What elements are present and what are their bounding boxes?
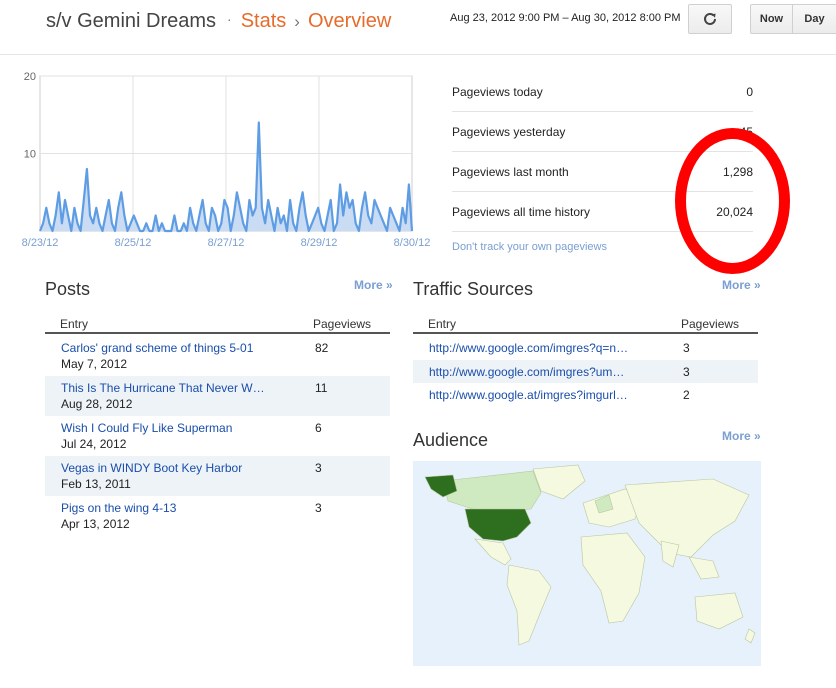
traffic-pageviews: 3 xyxy=(683,341,690,355)
chart-x-tick-label: 8/30/12 xyxy=(394,237,431,249)
traffic-more-link[interactable]: More » xyxy=(722,278,761,292)
world-map-icon xyxy=(424,464,756,646)
stat-row-today: Pageviews today 0 xyxy=(452,72,753,112)
date-range: Aug 23, 2012 9:00 PM – Aug 30, 2012 8:00… xyxy=(450,12,681,24)
traffic-pageviews: 3 xyxy=(683,365,690,379)
audience-world-map[interactable] xyxy=(413,461,761,666)
audience-title: Audience xyxy=(413,430,489,450)
post-date: Jul 24, 2012 xyxy=(61,437,127,451)
post-date: Apr 13, 2012 xyxy=(61,517,130,531)
breadcrumb-separator: · xyxy=(227,11,232,27)
table-row: This Is The Hurricane That Never W… Aug … xyxy=(45,376,390,416)
post-pageviews: 82 xyxy=(315,341,329,355)
chart-area xyxy=(40,122,412,231)
traffic-pageviews: 2 xyxy=(683,388,690,402)
posts-title: Posts xyxy=(45,279,91,299)
table-row: Pigs on the wing 4-13 Apr 13, 2012 3 xyxy=(45,496,390,536)
post-date: May 7, 2012 xyxy=(61,357,128,371)
post-link[interactable]: This Is The Hurricane That Never W… xyxy=(61,381,265,395)
col-entry: Entry xyxy=(428,317,457,331)
col-entry: Entry xyxy=(60,317,89,331)
chart-y-tick-label: 20 xyxy=(24,71,36,83)
post-date: Feb 13, 2011 xyxy=(61,477,131,491)
post-link[interactable]: Vegas in WINDY Boot Key Harbor xyxy=(61,461,243,475)
table-row: Wish I Could Fly Like Superman Jul 24, 2… xyxy=(45,416,390,456)
breadcrumb-stats[interactable]: Stats xyxy=(240,10,287,32)
posts-more-link[interactable]: More » xyxy=(354,278,393,292)
chart-x-tick-label: 8/25/12 xyxy=(115,237,152,249)
stat-label: Pageviews yesterday xyxy=(452,125,566,139)
pageviews-chart: 8/23/12 8/25/12 8/27/12 8/29/12 8/30/12 20 10 xyxy=(22,71,431,249)
stat-label: Pageviews last month xyxy=(452,165,569,179)
table-row: http://www.google.at/imgres?imgurl… 2 xyxy=(413,383,758,407)
traffic-source-link[interactable]: http://www.google.at/imgres?imgurl… xyxy=(429,388,628,402)
post-pageviews: 11 xyxy=(315,381,328,395)
header-bar: s/v Gemini Dreams · Stats › Overview Aug 23,… xyxy=(0,0,836,55)
traffic-table-header: Entry Pageviews xyxy=(413,312,758,334)
day-button[interactable]: Day xyxy=(792,4,836,34)
now-button[interactable]: Now xyxy=(750,4,793,34)
traffic-source-link[interactable]: http://www.google.com/imgres?um… xyxy=(429,365,625,379)
post-date: Aug 28, 2012 xyxy=(61,397,133,411)
traffic-source-link[interactable]: http://www.google.com/imgres?q=n… xyxy=(429,341,629,355)
chart-series-line xyxy=(38,121,414,233)
post-pageviews: 3 xyxy=(315,501,322,515)
table-row: http://www.google.com/imgres?um… 3 xyxy=(413,360,758,383)
post-link[interactable]: Carlos' grand scheme of things 5-01 xyxy=(61,341,254,355)
breadcrumb-overview: Overview xyxy=(307,10,392,32)
chart-x-tick-label: 8/29/12 xyxy=(301,237,338,249)
breadcrumb-chevron: › xyxy=(294,12,300,31)
chart-x-tick-label: 8/23/12 xyxy=(22,237,59,249)
stat-label: Pageviews today xyxy=(452,85,543,99)
traffic-sources-title: Traffic Sources xyxy=(413,279,534,299)
breadcrumb: s/v Gemini Dreams · Stats › Overview xyxy=(46,10,391,33)
col-pageviews: Pageviews xyxy=(313,317,372,331)
table-row: http://www.google.com/imgres?q=n… 3 xyxy=(413,336,758,360)
posts-table-header: Entry Pageviews xyxy=(45,312,390,334)
table-row: Vegas in WINDY Boot Key Harbor Feb 13, 2… xyxy=(45,456,390,496)
stat-value: 0 xyxy=(746,85,753,99)
dont-track-link[interactable]: Don't track your own pageviews xyxy=(452,241,607,253)
blog-name[interactable]: s/v Gemini Dreams xyxy=(46,10,217,32)
red-circle-annotation xyxy=(675,128,790,274)
table-row: Carlos' grand scheme of things 5-01 May … xyxy=(45,336,390,376)
chart-y-tick-label: 10 xyxy=(24,149,36,161)
chart-x-tick-label: 8/27/12 xyxy=(208,237,245,249)
col-pageviews: Pageviews xyxy=(681,317,740,331)
audience-more-link[interactable]: More » xyxy=(722,429,761,443)
post-link[interactable]: Wish I Could Fly Like Superman xyxy=(61,421,233,435)
post-link[interactable]: Pigs on the wing 4-13 xyxy=(61,501,177,515)
stat-label: Pageviews all time history xyxy=(452,205,591,219)
refresh-button[interactable] xyxy=(688,4,732,34)
refresh-icon xyxy=(704,12,716,25)
post-pageviews: 6 xyxy=(315,421,322,435)
post-pageviews: 3 xyxy=(315,461,322,475)
